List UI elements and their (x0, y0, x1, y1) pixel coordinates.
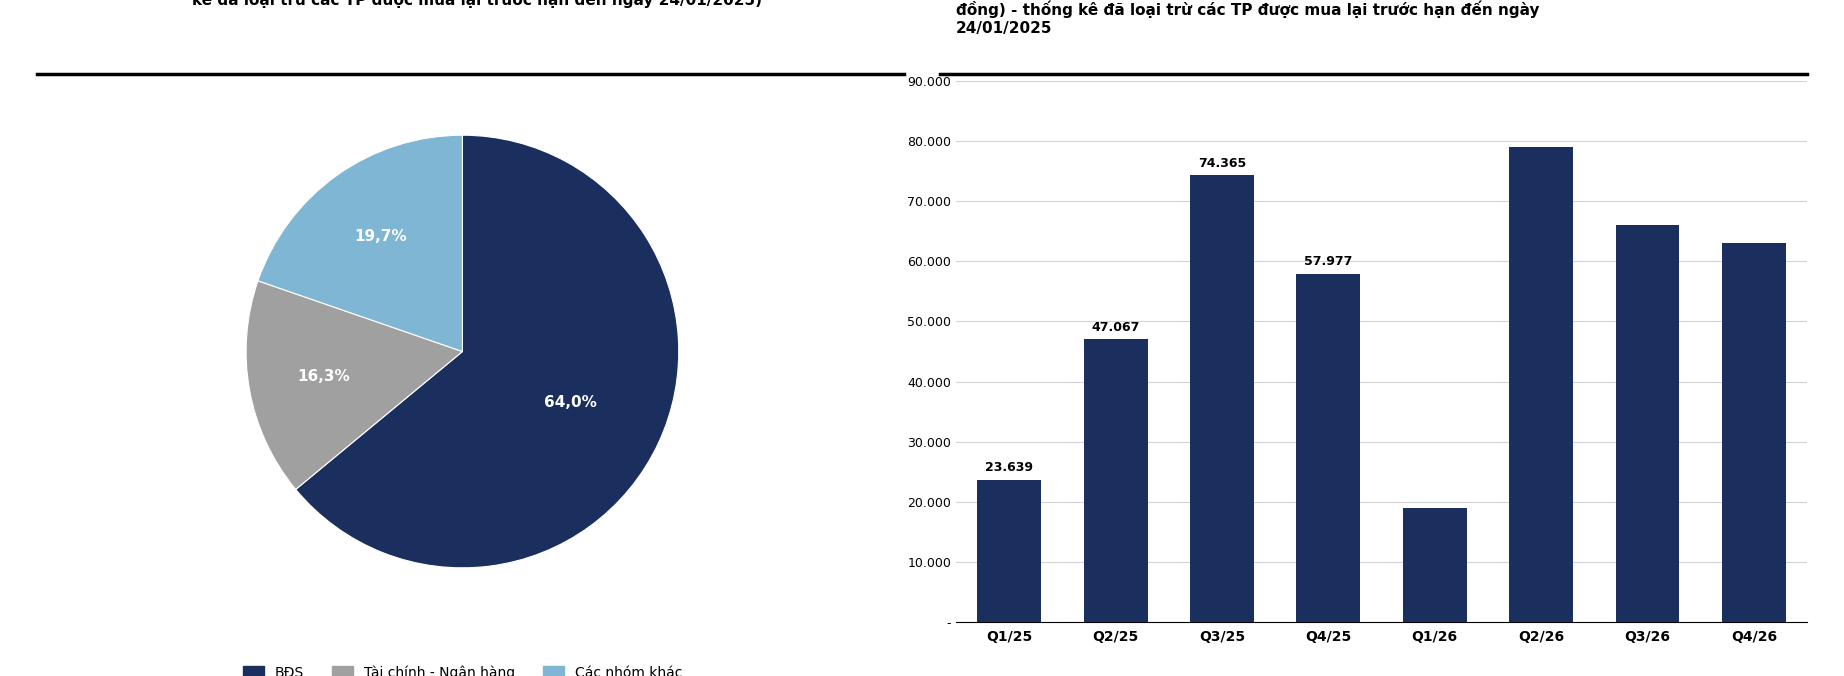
Text: 57.977: 57.977 (1304, 255, 1353, 268)
Text: 23.639: 23.639 (985, 462, 1033, 475)
Bar (1615, 225, 1680, 622)
Wedge shape (258, 135, 463, 352)
Bar (1722, 243, 1785, 622)
Text: 74.365: 74.365 (1199, 157, 1247, 170)
Text: 19,7%: 19,7% (354, 229, 408, 245)
Wedge shape (245, 281, 463, 489)
Bar (1084, 339, 1147, 622)
Text: Hình 13: Giá trị TPDN đáo hạn theo quý trong năm 2025 (Đơn vị: tỷ
đồng) - thống : Hình 13: Giá trị TPDN đáo hạn theo quý t… (955, 0, 1540, 36)
Text: 64,0%: 64,0% (544, 395, 596, 410)
Bar (977, 480, 1042, 622)
Bar (1403, 508, 1466, 622)
Bar (1189, 175, 1254, 622)
Text: Hình 12: Ước tính cơ cấu TPDN đáo hạn theo ngành năm 2025 (thống
kê đã loại trừ : Hình 12: Ước tính cơ cấu TPDN đáo hạn th… (192, 0, 784, 7)
Bar (1296, 274, 1361, 622)
Bar (1508, 147, 1573, 622)
Legend: BĐS, Tài chính - Ngân hàng, Các nhóm khác: BĐS, Tài chính - Ngân hàng, Các nhóm khá… (238, 660, 688, 676)
Text: 47.067: 47.067 (1092, 320, 1140, 334)
Wedge shape (295, 135, 679, 568)
Text: 16,3%: 16,3% (297, 369, 350, 384)
